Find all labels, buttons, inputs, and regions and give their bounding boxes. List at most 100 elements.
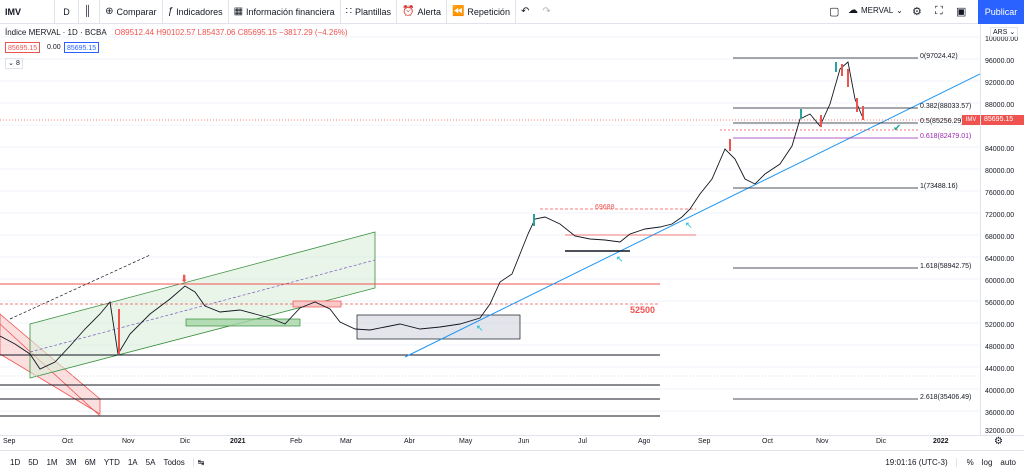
price-tick: 32000.00 (985, 428, 1015, 435)
interval-button[interactable]: D (55, 0, 79, 24)
financials-button[interactable]: ▦ Información financiera (229, 0, 341, 24)
price-tick: 100000.00 (985, 36, 1019, 43)
time-tick: Ago (638, 438, 651, 445)
range-6m[interactable]: 6M (84, 457, 96, 467)
alert-label: Alerta (417, 6, 441, 17)
price-tick: 52000.00 (985, 322, 1015, 329)
undo-icon: ↶ (520, 6, 530, 17)
chart-type-button[interactable]: ║ (79, 0, 101, 24)
range-all[interactable]: Todos (163, 457, 185, 467)
gear-icon[interactable]: ⚙ (912, 6, 922, 18)
symbol-search[interactable]: IMV (0, 0, 55, 24)
templates-button[interactable]: ∷ Plantillas (341, 0, 397, 24)
redo-icon: ↷ (542, 6, 551, 17)
compare-button[interactable]: ⊕ Comparar (100, 0, 163, 24)
alert-button[interactable]: ⏰ Alerta (397, 0, 447, 24)
chevron-icon: ⌄ (8, 60, 14, 67)
indicator-count: 8 (15, 60, 20, 67)
compare-label: Comparar (116, 6, 157, 17)
percent-toggle[interactable]: % (966, 458, 974, 467)
replay-button[interactable]: ⏪ Repetición (447, 0, 516, 24)
up-arrow-marker-3: ↖ (685, 221, 693, 231)
chart-legend: Índice MERVAL · 1D · BCBA O89512.44 H901… (5, 28, 348, 37)
price-chart[interactable]: ⬇ ↖ ↖ ↖ ✔ (0, 24, 980, 435)
range-1d[interactable]: 1D (10, 457, 21, 467)
symbol-label: IMV (5, 6, 22, 17)
range-ytd[interactable]: YTD (103, 457, 120, 467)
camera-icon[interactable]: ▣ (956, 6, 967, 18)
time-axis[interactable]: Sep Oct Nov Dic 2021 Feb Mar Abr May Jun… (0, 435, 1024, 449)
templates-icon: ∷ (345, 6, 352, 17)
settings-gear-icon[interactable]: ⚙ (994, 436, 1003, 447)
time-tick: Oct (62, 438, 73, 445)
price-tick: 48000.00 (985, 344, 1015, 351)
collapse-indicators-button[interactable]: ⌄ 8 (5, 58, 23, 69)
fullscreen-icon[interactable]: ⛶ (935, 5, 943, 17)
time-tick: Dic (180, 438, 191, 445)
range-1a[interactable]: 1A (127, 457, 138, 467)
financials-label: Información financiera (246, 6, 335, 17)
time-tick: 2022 (933, 438, 949, 445)
publish-button[interactable]: Publicar (978, 0, 1024, 24)
time-tick: Oct (762, 438, 773, 445)
up-arrow-marker-1: ↖ (476, 324, 484, 334)
time-tick: Jun (518, 438, 530, 445)
range-3m[interactable]: 3M (65, 457, 77, 467)
log-toggle[interactable]: log (981, 458, 993, 467)
price-tick: 72000.00 (985, 212, 1015, 219)
time-tick: Feb (290, 438, 303, 445)
spread-value: 0.00 (47, 44, 61, 51)
symbol-title: Índice MERVAL · 1D · BCBA (5, 28, 107, 37)
time-tick: Nov (816, 438, 829, 445)
candles (118, 62, 864, 354)
ascending-trendline (404, 73, 980, 358)
time-tick: 2021 (230, 438, 246, 445)
indicators-button[interactable]: ƒ Indicadores (163, 0, 229, 24)
time-tick: Abr (404, 438, 415, 445)
grid-icon: ▦ (233, 6, 244, 17)
replay-label: Repetición (467, 6, 510, 17)
fib-1618-label: 1.618(58942.75) (920, 263, 972, 270)
price-tick: 68000.00 (985, 234, 1015, 241)
range-5d[interactable]: 5D (28, 457, 39, 467)
clock-display[interactable]: 19:01:16 (UTC-3) (881, 458, 957, 467)
price-tick: 76000.00 (985, 190, 1015, 197)
rewind-icon: ⏪ (451, 6, 465, 17)
price-tick: 64000.00 (985, 256, 1015, 263)
currency-selector[interactable]: ARS ⌄ (990, 27, 1019, 37)
fib-0-label: 0(97024.42) (920, 53, 958, 60)
templates-label: Plantillas (354, 6, 391, 17)
square-icon[interactable]: ▢ (829, 6, 840, 18)
chevron-down-icon: ⌄ (896, 6, 903, 15)
time-tick: Dic (876, 438, 887, 445)
price-tick: 92000.00 (985, 80, 1015, 87)
fib-05-label: 0.5(85256.29) (920, 118, 964, 125)
ask-box[interactable]: 85695.15 (64, 42, 100, 53)
publish-label: Publicar (984, 7, 1018, 17)
auto-toggle[interactable]: auto (1000, 458, 1016, 467)
chevron-down-icon: ⌄ (1009, 29, 1016, 36)
ohlc-values: O89512.44 H90102.57 L85437.06 C85695.15 … (114, 28, 348, 37)
time-tick: May (459, 438, 473, 445)
top-toolbar: IMV D ║ ⊕ Comparar ƒ Indicadores ▦ Informac… (0, 0, 1024, 24)
bid-box[interactable]: 85695.15 (5, 42, 41, 53)
layout-selector[interactable]: ☁ MERVAL ⌄ (848, 5, 903, 16)
price-axis[interactable]: 100000.00 96000.00 92000.00 88000.00 840… (980, 24, 1024, 435)
range-1m[interactable]: 1M (46, 457, 58, 467)
price-tick: 88000.00 (985, 102, 1015, 109)
channel-mid-line (29, 259, 376, 353)
redo-button[interactable]: ↷ (537, 0, 558, 24)
check-icon: ✔ (893, 123, 901, 134)
time-tick: Sep (698, 438, 711, 445)
bottom-toolbar: 1D 5D 1M 3M 6M YTD 1A 5A Todos ↹ 19:01:1… (0, 450, 1024, 473)
undo-button[interactable]: ↶ (516, 0, 537, 24)
range-5a[interactable]: 5A (145, 457, 156, 467)
candles-icon: ║ (84, 6, 92, 17)
dashed-upper-line (9, 254, 151, 320)
price-tick: 84000.00 (985, 146, 1015, 153)
price-series (0, 61, 863, 370)
calendar-range-icon[interactable]: ↹ (192, 457, 209, 467)
bottom-right-controls: 19:01:16 (UTC-3) % log auto (881, 451, 1024, 474)
fib-2618-label: 2.618(35406.49) (920, 394, 972, 401)
up-arrow-marker-2: ↖ (616, 255, 624, 265)
